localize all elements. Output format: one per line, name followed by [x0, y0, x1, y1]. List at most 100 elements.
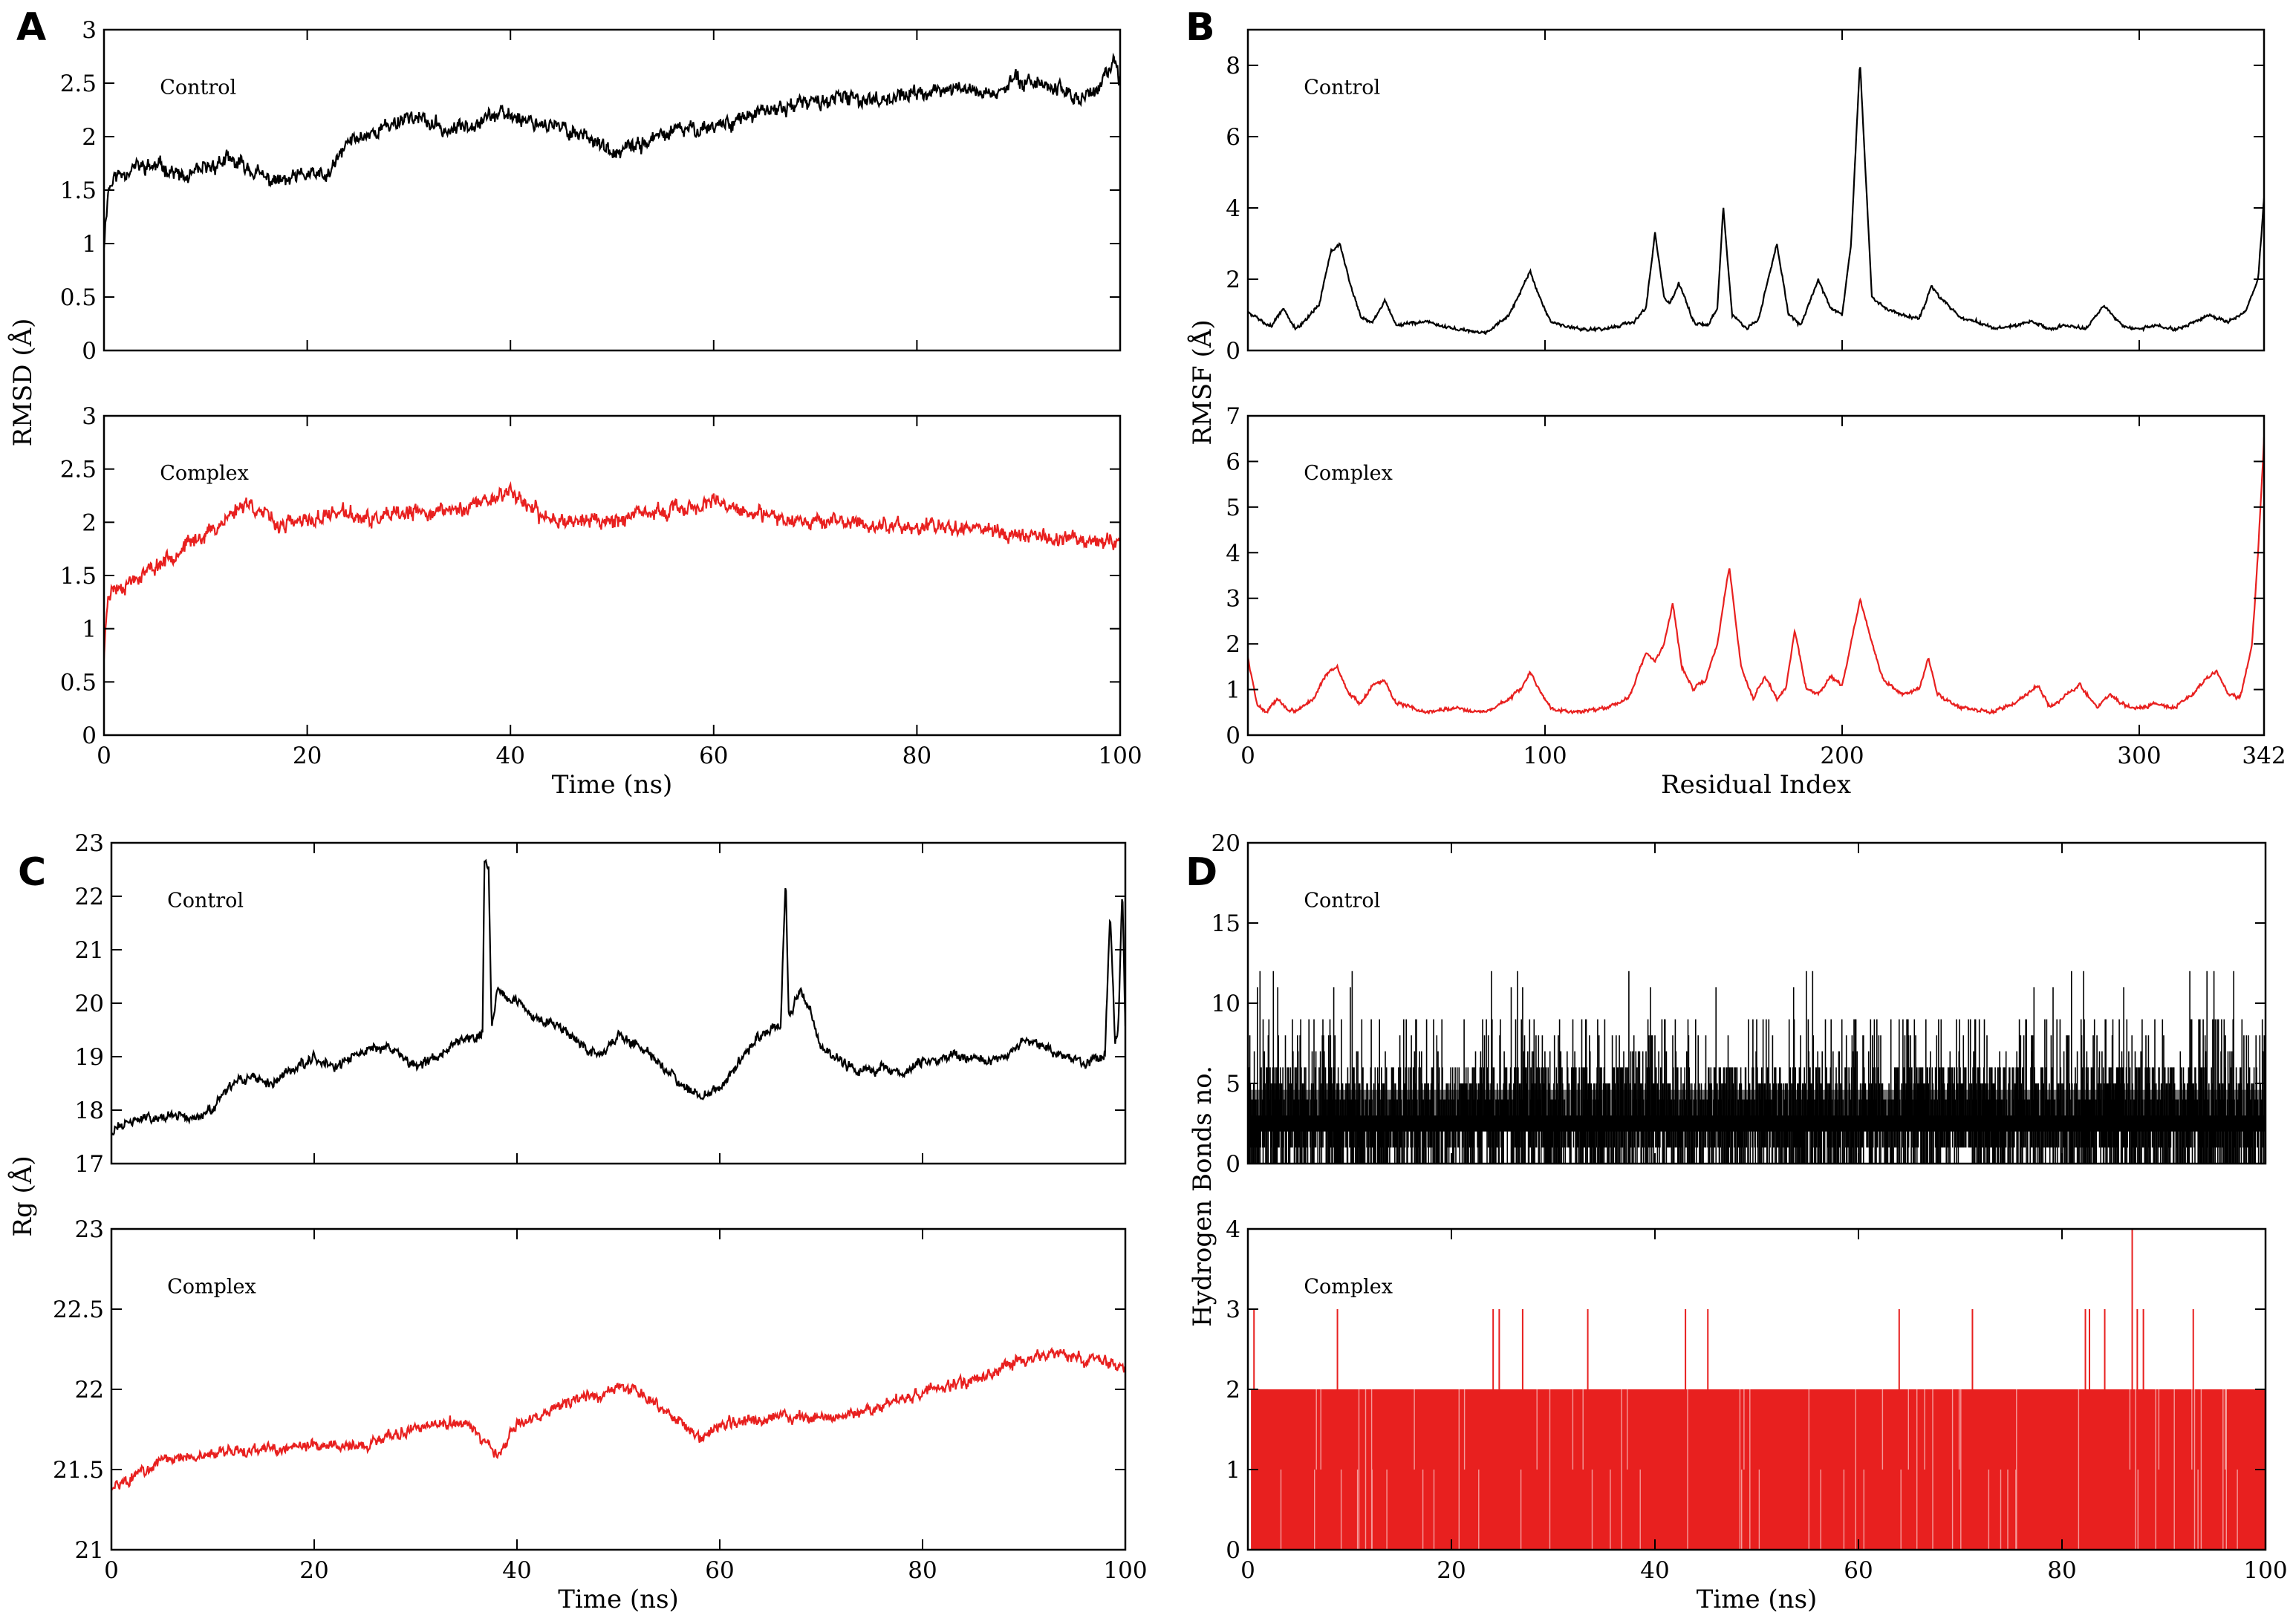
- x-tick-label: 200: [1820, 743, 1864, 769]
- y-tick-label: 10: [1211, 991, 1240, 1017]
- y-tick-label: 23: [75, 830, 104, 857]
- x-axis-label: Residual Index: [1661, 770, 1851, 800]
- hbond-dense-band-control: [1248, 1089, 2266, 1122]
- y-tick-label: 7: [1226, 403, 1240, 430]
- x-axis-label: Time (ns): [1697, 1585, 1818, 1614]
- y-axis-label: RMSD (Å): [7, 319, 38, 447]
- chart-c-complex: 21 21.5 22 22.5 23 0 20 40 60 80 100 Complex Time (n…: [53, 1216, 1148, 1614]
- panel-label-c: C: [18, 850, 46, 895]
- x-tick-label: 0: [1240, 743, 1255, 769]
- y-tick-label: 1: [1226, 1457, 1240, 1484]
- y-tick-label: 5: [1226, 495, 1240, 521]
- y-tick-label: 6: [1226, 449, 1240, 475]
- series-line-control: [111, 858, 1125, 1136]
- plot-frame: [1246, 28, 2266, 352]
- y-tick-label: 4: [1226, 540, 1240, 567]
- x-tick-label: 80: [908, 1557, 937, 1584]
- y-tick-label: 21: [75, 1537, 104, 1564]
- series-annotation: Control: [167, 889, 244, 912]
- y-tick-label: 20: [75, 991, 104, 1017]
- series-annotation: Complex: [167, 1275, 256, 1298]
- x-tick-label: 20: [1437, 1557, 1466, 1584]
- plot-frame: [103, 414, 1122, 737]
- series-line-control: [1248, 67, 2264, 336]
- plot-frame: [1246, 414, 2266, 737]
- series-annotation: Control: [160, 76, 236, 99]
- x-tick-label: 300: [2117, 743, 2161, 769]
- panel-label-a: A: [16, 5, 46, 50]
- chart-d-control: 0 5 10 15 20 Control Hydrogen Bonds no.: [1188, 830, 2267, 1327]
- y-tick-label: 2: [82, 509, 97, 536]
- x-tick-label: 0: [104, 1557, 119, 1584]
- y-axis-label: RMSF (Å): [1187, 319, 1217, 445]
- x-tick-label: 20: [293, 743, 322, 769]
- y-tick-label: 3: [82, 403, 97, 430]
- y-tick-label: 3: [1226, 586, 1240, 613]
- series-annotation: Complex: [1304, 462, 1393, 485]
- series-annotation: Complex: [160, 462, 249, 485]
- x-tick-label: 0: [97, 743, 111, 769]
- y-axis-label: Hydrogen Bonds no.: [1188, 1066, 1217, 1327]
- y-tick-label: 22: [75, 1377, 104, 1403]
- y-tick-label: 1.5: [60, 563, 97, 590]
- y-tick-label: 2: [82, 124, 97, 151]
- series-line-complex: [1248, 437, 2264, 715]
- y-tick-label: 0: [82, 723, 97, 749]
- chart-b-control: 0 2 4 6 8 Control RMSF (Å): [1187, 28, 2266, 446]
- series-line-control: [104, 52, 1120, 248]
- x-tick-label: 100: [1098, 743, 1142, 769]
- y-tick-label: 21.5: [53, 1457, 104, 1484]
- y-tick-label: 2.5: [60, 457, 97, 483]
- y-tick-label: 15: [1211, 910, 1240, 937]
- y-tick-label: 2.5: [60, 71, 97, 97]
- series-line-complex: [104, 480, 1120, 659]
- y-tick-label: 1: [82, 616, 97, 643]
- y-tick-label: 1: [1226, 677, 1240, 704]
- y-tick-label: 23: [75, 1216, 104, 1243]
- y-tick-label: 0.5: [60, 284, 97, 311]
- y-tick-label: 2: [1226, 631, 1240, 658]
- y-tick-label: 22.5: [53, 1297, 104, 1323]
- x-tick-label: 60: [1844, 1557, 1873, 1584]
- y-tick-label: 6: [1226, 124, 1240, 151]
- x-tick-label: 40: [502, 1557, 531, 1584]
- series-annotation: Control: [1304, 889, 1380, 912]
- y-axis-label: Rg (Å): [7, 1155, 38, 1236]
- y-tick-label: 3: [82, 17, 97, 44]
- y-tick-label: 2: [1226, 267, 1240, 293]
- panel-label-d: D: [1185, 850, 1217, 895]
- y-tick-label: 20: [1211, 830, 1240, 857]
- x-tick-label: 100: [1103, 1557, 1147, 1584]
- x-tick-label: 100: [1523, 743, 1567, 769]
- y-tick-label: 17: [75, 1151, 104, 1178]
- plot-frame: [110, 1227, 1127, 1551]
- chart-a-control: 0 0.5 1 1.5 2 2.5 3 Control RMSD (Å): [7, 17, 1122, 447]
- y-tick-label: 0.5: [60, 669, 97, 696]
- chart-a-complex: 0 0.5 1 1.5 2 2.5 3 0 20 40 60 80 100 Complex Time (ns…: [60, 403, 1142, 800]
- y-tick-label: 19: [75, 1044, 104, 1071]
- x-tick-label: 100: [2243, 1557, 2287, 1584]
- hbond-band-complex: [1251, 1389, 2266, 1550]
- y-tick-label: 3: [1226, 1297, 1240, 1323]
- y-tick-label: 2: [1226, 1377, 1240, 1403]
- series-annotation: Complex: [1304, 1275, 1393, 1298]
- plot-frame: [110, 841, 1127, 1165]
- x-tick-label: 80: [2047, 1557, 2076, 1584]
- x-tick-label: 20: [299, 1557, 328, 1584]
- panel-label-b: B: [1185, 5, 1215, 50]
- x-tick-label: 60: [705, 1557, 734, 1584]
- y-tick-label: 1.5: [60, 177, 97, 204]
- x-tick-label: 40: [495, 743, 524, 769]
- y-tick-label: 5: [1226, 1071, 1240, 1098]
- y-tick-label: 0: [1226, 1537, 1240, 1564]
- y-tick-label: 0: [1226, 338, 1240, 365]
- chart-b-complex: 0 1 2 3 4 5 6 7 0 100 200 300 342 Complex Residual Ind…: [1226, 403, 2286, 800]
- x-axis-label: Time (ns): [552, 770, 673, 800]
- y-tick-label: 4: [1226, 195, 1240, 222]
- series-line-complex: [111, 1346, 1125, 1491]
- plot-frame: [103, 28, 1122, 352]
- y-tick-label: 22: [75, 884, 104, 910]
